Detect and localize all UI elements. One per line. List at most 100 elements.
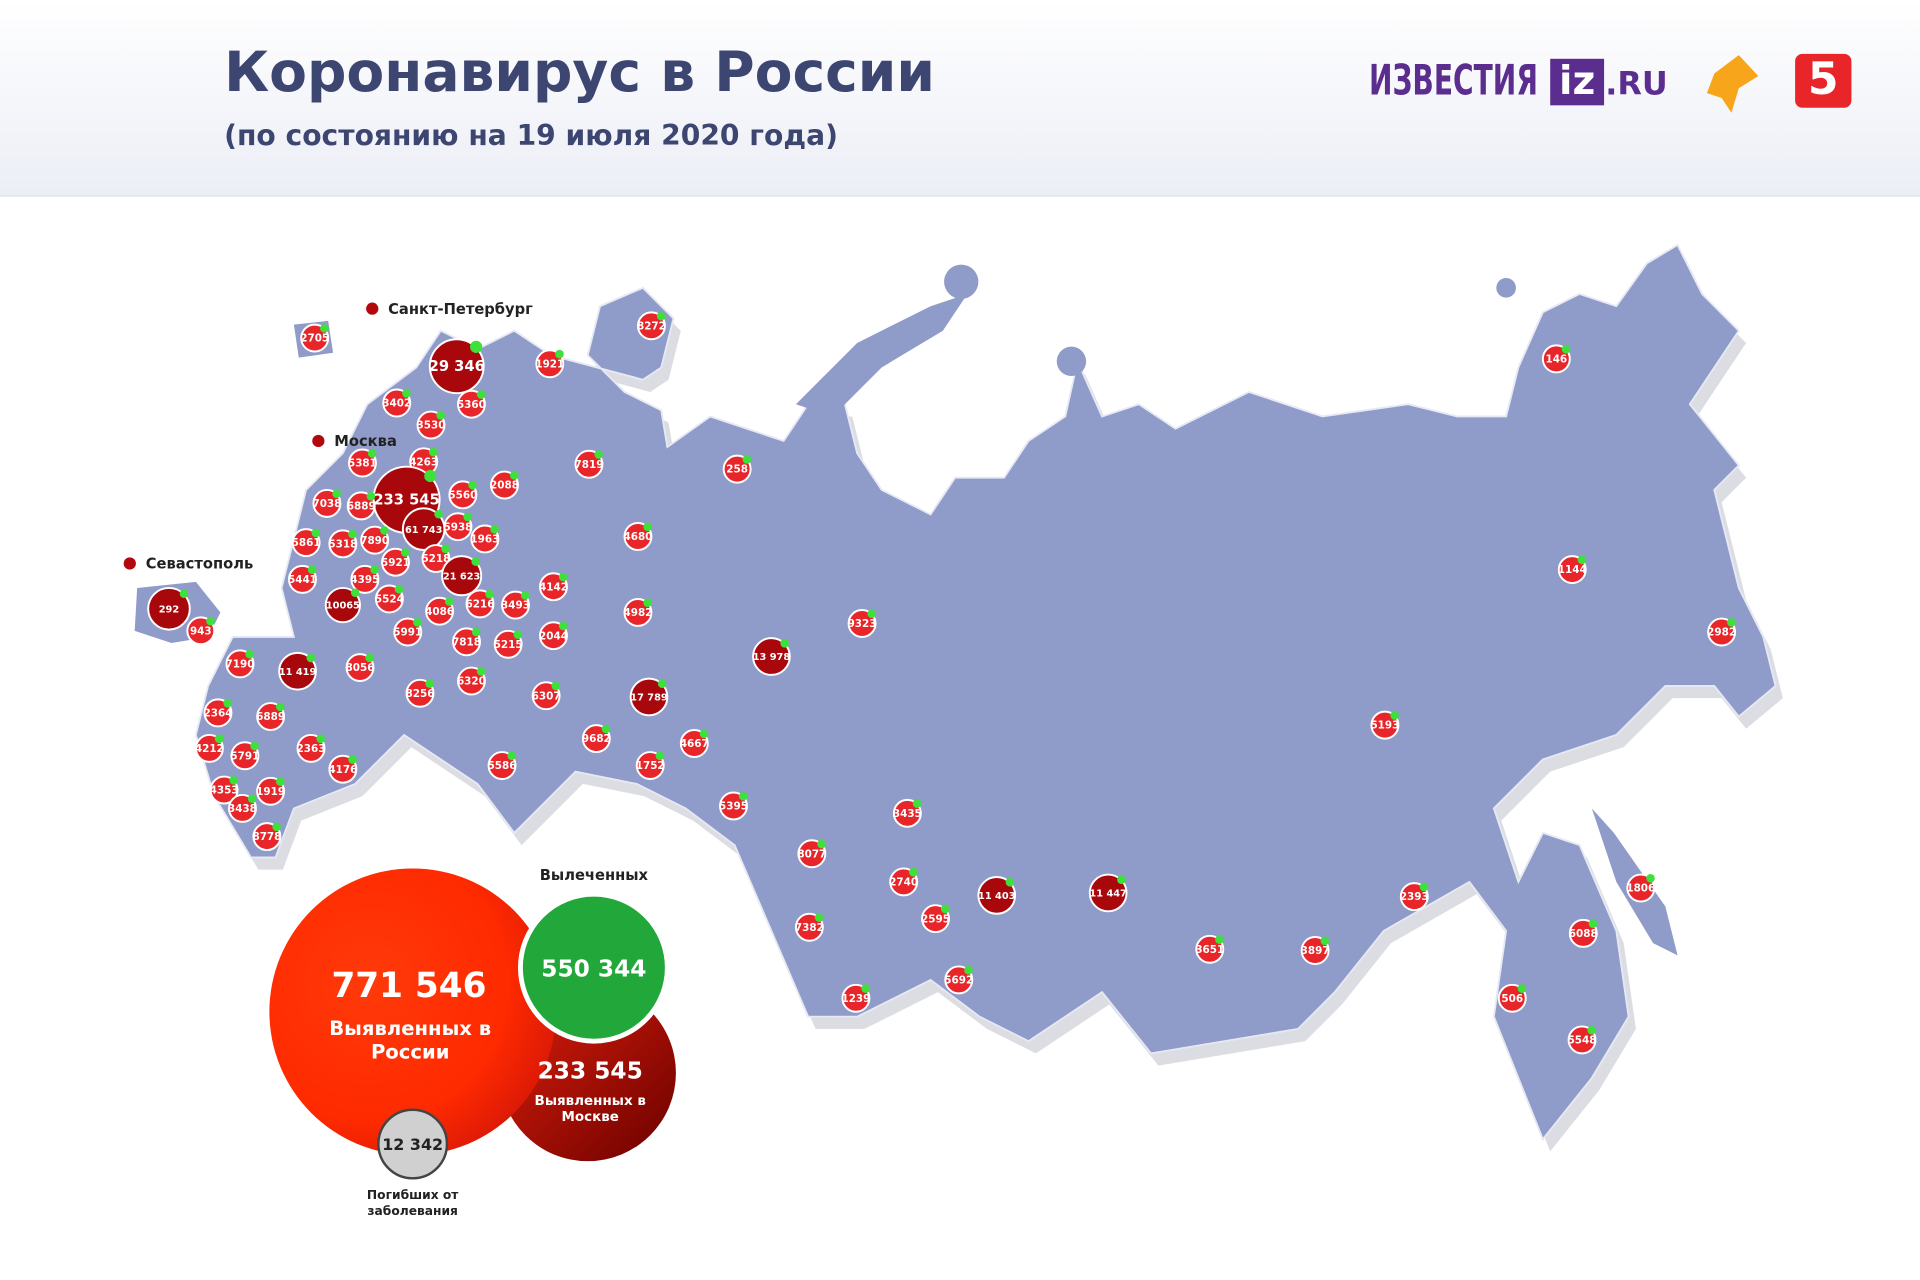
growth-dot bbox=[316, 734, 326, 743]
region-bubble bbox=[324, 586, 361, 624]
region-value: 11 419 bbox=[279, 667, 317, 678]
region-value: 7890 bbox=[360, 535, 389, 547]
region-value: 5560 bbox=[448, 489, 477, 501]
region-value: 1239 bbox=[841, 993, 870, 1005]
region-value: 4142 bbox=[539, 581, 568, 593]
city-label: Севастополь bbox=[146, 556, 254, 573]
region-bubble bbox=[147, 586, 191, 631]
logo-iz: iz bbox=[1559, 59, 1595, 104]
region-bubble bbox=[441, 555, 483, 597]
growth-dot bbox=[470, 340, 483, 353]
growth-dot bbox=[276, 702, 285, 712]
growth-dot bbox=[348, 529, 357, 539]
growth-dot bbox=[780, 639, 789, 648]
growth-dot bbox=[214, 734, 224, 743]
recovered-label: Вылеченных bbox=[540, 867, 649, 884]
region-value: 4667 bbox=[680, 738, 709, 750]
city-dot bbox=[366, 302, 379, 315]
region-value: 5381 bbox=[348, 458, 377, 470]
region-value: 11 447 bbox=[1089, 889, 1127, 900]
growth-dot bbox=[247, 794, 257, 804]
growth-dot bbox=[817, 839, 826, 849]
region-value: 4086 bbox=[425, 606, 454, 618]
growth-dot bbox=[229, 776, 239, 785]
growth-dot bbox=[441, 544, 450, 554]
city-dot bbox=[123, 557, 136, 570]
recovered-value: 550 344 bbox=[541, 956, 646, 983]
growth-dot bbox=[964, 965, 973, 975]
novaya-zemlya-shape bbox=[795, 293, 968, 417]
growth-dot bbox=[1005, 877, 1015, 887]
region-value: 5441 bbox=[288, 574, 317, 586]
growth-dot bbox=[463, 512, 472, 522]
region-value: 21 623 bbox=[443, 571, 481, 582]
growth-dot bbox=[434, 509, 443, 519]
logo-ren bbox=[1706, 55, 1759, 113]
region-value: 233 545 bbox=[373, 491, 439, 508]
growth-dot bbox=[601, 724, 611, 734]
growth-dot bbox=[1419, 882, 1429, 892]
region-value: 7038 bbox=[312, 498, 341, 510]
region-value: 2705 bbox=[300, 333, 329, 345]
logo-ru: .RU bbox=[1605, 65, 1667, 103]
growth-dot bbox=[509, 471, 519, 480]
region-value: 2982 bbox=[1707, 627, 1736, 639]
growth-dot bbox=[1517, 984, 1527, 993]
growth-dot bbox=[370, 565, 379, 574]
total-label-box: Выявленных в России bbox=[329, 1017, 491, 1064]
growth-dot bbox=[657, 679, 667, 689]
region-value: 3897 bbox=[1301, 945, 1330, 957]
growth-dot bbox=[643, 598, 652, 608]
region-value: 6889 bbox=[256, 711, 285, 723]
region-value: 943 bbox=[190, 625, 212, 637]
growth-dot bbox=[507, 751, 517, 761]
growth-dot bbox=[332, 489, 341, 499]
growth-dot bbox=[490, 524, 499, 534]
growth-dot bbox=[738, 791, 748, 801]
growth-dot bbox=[558, 621, 568, 631]
growth-dot bbox=[276, 777, 285, 786]
region-value: 5218 bbox=[421, 553, 450, 565]
growth-dot bbox=[476, 667, 486, 676]
growth-dot bbox=[1561, 344, 1571, 354]
growth-dot bbox=[555, 349, 564, 359]
region-bubble bbox=[977, 876, 1017, 915]
growth-dot bbox=[471, 627, 481, 637]
region-value: 8272 bbox=[637, 320, 666, 332]
growth-dot bbox=[742, 455, 752, 464]
region-value: 8256 bbox=[406, 688, 435, 700]
growth-dot bbox=[1320, 936, 1330, 946]
region-value: 5938 bbox=[444, 521, 473, 533]
region-value: 4353 bbox=[210, 785, 239, 797]
logo-5: 5 bbox=[1808, 54, 1839, 105]
moscow-label: Выявленных в Москве bbox=[534, 1092, 646, 1125]
city-dot bbox=[312, 434, 325, 448]
region-value: 5215 bbox=[494, 639, 523, 651]
growth-dot bbox=[558, 572, 568, 582]
region-value: 7818 bbox=[452, 636, 481, 648]
region-value: 13 978 bbox=[753, 652, 791, 663]
region-value: 258 bbox=[726, 464, 748, 476]
growth-dot bbox=[366, 491, 376, 501]
region-value: 7382 bbox=[795, 922, 824, 934]
region-value: 506 bbox=[1501, 993, 1523, 1005]
growth-dot bbox=[250, 741, 259, 751]
title: Коронавирус в России bbox=[224, 40, 935, 104]
growth-dot bbox=[909, 867, 918, 877]
growth-dot bbox=[1215, 935, 1224, 944]
region-value: 9323 bbox=[848, 618, 877, 630]
growth-dot bbox=[445, 597, 454, 606]
growth-dot bbox=[643, 522, 652, 532]
region-value: 61 743 bbox=[405, 525, 443, 536]
growth-dot bbox=[594, 450, 603, 459]
growth-dot bbox=[867, 609, 877, 619]
growth-dot bbox=[940, 904, 950, 914]
growth-dot bbox=[471, 557, 481, 566]
region-bubble bbox=[428, 338, 485, 395]
region-value: 2393 bbox=[1400, 891, 1429, 903]
region-value: 2595 bbox=[921, 913, 950, 925]
region-value: 3651 bbox=[1195, 944, 1224, 956]
growth-dot bbox=[1390, 711, 1399, 720]
region-value: 5692 bbox=[944, 975, 973, 987]
